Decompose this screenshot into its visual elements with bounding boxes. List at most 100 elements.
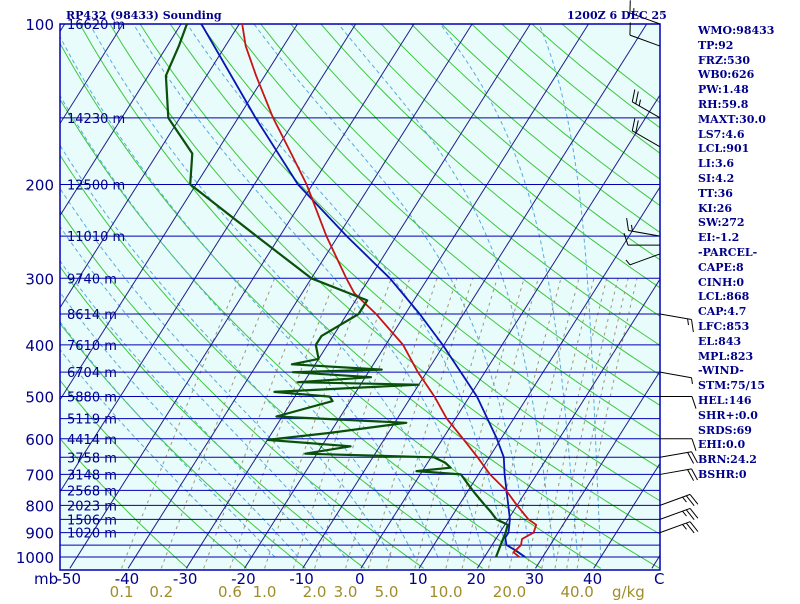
temperature-tick: -30 <box>173 570 198 588</box>
index-item: RH:59.8 <box>698 98 774 113</box>
height-label: 4414 m <box>67 433 117 448</box>
height-label: 2023 m <box>67 499 117 514</box>
barb-flag <box>690 522 698 532</box>
index-item: LCL:901 <box>698 142 774 157</box>
barb-staff <box>660 522 690 533</box>
wind-barb <box>660 469 698 481</box>
height-label: 5119 m <box>67 413 117 428</box>
index-item: SW:272 <box>698 216 774 231</box>
index-item: WB0:626 <box>698 68 774 83</box>
index-item: WMO:98433 <box>698 24 774 39</box>
pressure-label: 300 <box>25 270 54 288</box>
chart-title: RP432 (98433) Sounding <box>66 9 222 22</box>
pressure-label: 400 <box>25 337 54 355</box>
mixing-ratio-label: 20.0 <box>493 583 526 600</box>
height-label: 1020 m <box>67 527 117 542</box>
index-item: SRDS:69 <box>698 424 774 439</box>
index-item: LCL:868 <box>698 290 774 305</box>
height-label: 5880 m <box>67 391 117 406</box>
mixing-ratio-label: 5.0 <box>375 583 399 600</box>
height-label: 2568 m <box>67 484 117 499</box>
temperature-tick: 10 <box>408 570 427 588</box>
index-item: LFC:853 <box>698 320 774 335</box>
pressure-label: 500 <box>25 389 54 407</box>
pressure-label: 600 <box>25 431 54 449</box>
index-item: LS7:4.6 <box>698 128 774 143</box>
index-item: BSHR:0 <box>698 468 774 483</box>
temperature-tick: 20 <box>467 570 486 588</box>
pressure-label: 1000 <box>16 549 54 567</box>
mixing-ratio-label: 0.6 <box>218 583 242 600</box>
index-item: CINH:0 <box>698 276 774 291</box>
height-label: 12500 m <box>67 178 125 193</box>
mixing-ratio-label: 0.1 <box>110 583 134 600</box>
index-item: CAP:4.7 <box>698 305 774 320</box>
index-item: EL:843 <box>698 335 774 350</box>
wind-barb <box>660 522 698 533</box>
isotherm <box>0 0 22 568</box>
barb-flag <box>690 508 698 518</box>
barb-flag <box>686 496 694 506</box>
wind-barb <box>660 397 696 409</box>
index-item: TT:36 <box>698 187 774 202</box>
barb-staff <box>660 372 692 378</box>
height-label: 3148 m <box>67 468 117 483</box>
height-label: 14230 m <box>67 112 125 127</box>
index-item: CAPE:8 <box>698 261 774 276</box>
index-item: TP:92 <box>698 39 774 54</box>
index-item: -PARCEL- <box>698 246 774 261</box>
index-item: STM:75/15 <box>698 379 774 394</box>
wind-barb <box>660 508 698 519</box>
mixing-unit-label: g/kg <box>612 583 645 600</box>
barb-staff <box>660 508 690 519</box>
barb-half-flag <box>683 511 687 516</box>
wind-barb <box>660 439 696 451</box>
mixing-ratio-label: 40.0 <box>560 583 593 600</box>
index-item: MPL:823 <box>698 350 774 365</box>
index-item: EHI:0.0 <box>698 438 774 453</box>
height-label: 7610 m <box>67 339 117 354</box>
index-item: -WIND- <box>698 364 774 379</box>
temperature-tick: 30 <box>525 570 544 588</box>
barb-flag <box>692 397 696 409</box>
pressure-label: 200 <box>25 176 54 194</box>
index-item: LI:3.6 <box>698 157 774 172</box>
mixing-ratio-label: 3.0 <box>334 583 358 600</box>
barb-flag <box>686 523 694 533</box>
barb-half-flag <box>688 319 689 325</box>
index-item: FRZ:530 <box>698 54 774 69</box>
height-label: 3758 m <box>67 451 117 466</box>
index-item: SI:4.2 <box>698 172 774 187</box>
barb-staff <box>660 314 692 320</box>
index-item: HEL:146 <box>698 394 774 409</box>
wind-barb <box>660 494 698 505</box>
barb-half-flag <box>683 497 687 502</box>
pressure-label: 100 <box>25 16 54 34</box>
barb-staff <box>660 494 690 505</box>
temperature-unit-label: C <box>654 570 664 588</box>
pressure-label: 900 <box>25 525 54 543</box>
wind-barb <box>660 314 693 332</box>
index-item: MAXT:30.0 <box>698 113 774 128</box>
barb-half-flag <box>683 524 687 529</box>
barb-staff <box>660 469 692 475</box>
wind-barb <box>660 452 698 464</box>
height-label: 6704 m <box>67 366 117 381</box>
height-label: 9740 m <box>67 272 117 287</box>
barb-staff <box>660 452 692 458</box>
index-item: EI:-1.2 <box>698 231 774 246</box>
barb-flag <box>686 510 694 520</box>
temperature-tick: -50 <box>57 570 82 588</box>
mixing-ratio-label: 10.0 <box>429 583 462 600</box>
wind-barb <box>660 372 692 384</box>
barb-flag <box>692 439 696 451</box>
barb-half-flag <box>692 378 693 384</box>
index-item: SHR+:0.0 <box>698 409 774 424</box>
barb-flag <box>690 494 698 504</box>
index-item: BRN:24.2 <box>698 453 774 468</box>
valid-time: 1200Z 6 DEC 25 <box>567 9 667 22</box>
mixing-ratio-label: 1.0 <box>253 583 277 600</box>
